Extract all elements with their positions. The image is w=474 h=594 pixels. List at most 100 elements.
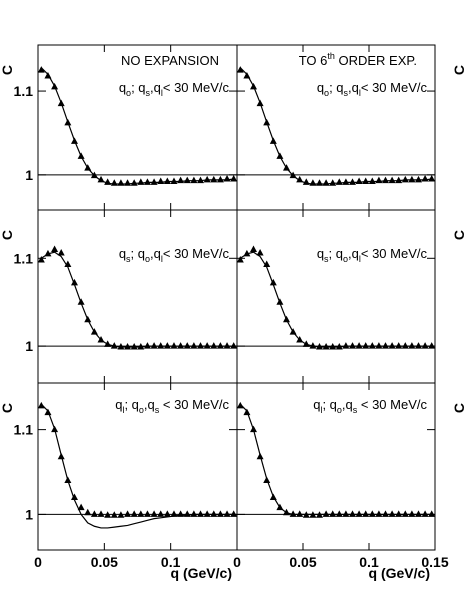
panel-annotation: ql; qo,qs < 30 MeV/c — [313, 397, 427, 415]
data-point — [269, 278, 277, 286]
data-point — [177, 176, 185, 184]
text-part: ; q — [124, 397, 138, 412]
data-point — [415, 342, 422, 349]
panel-frame — [37, 209, 238, 384]
data-point — [197, 342, 205, 349]
script-text: s — [126, 254, 131, 264]
data-point — [322, 179, 330, 186]
data-point — [177, 342, 185, 349]
data-point — [57, 249, 65, 256]
data-point — [210, 175, 218, 183]
script-text: o — [343, 254, 348, 264]
data-point — [236, 66, 244, 73]
data-point — [349, 510, 356, 517]
data-point — [150, 178, 158, 185]
data-point — [421, 342, 429, 349]
data-point — [355, 510, 363, 517]
data-point — [37, 66, 45, 73]
text-part: q — [317, 80, 324, 95]
data-point — [170, 342, 178, 349]
script-text: s — [324, 254, 329, 264]
script-text: s — [344, 88, 349, 98]
data-point — [124, 342, 132, 350]
text-part: ,q — [348, 246, 359, 261]
data-point — [335, 342, 343, 350]
text-part: ; q — [131, 80, 145, 95]
data-point — [117, 511, 125, 518]
data-point — [329, 510, 337, 517]
data-point — [190, 342, 198, 349]
panel-annotation: qs; qo,ql< 30 MeV/c — [317, 246, 428, 264]
script-text: s — [146, 88, 151, 98]
data-point — [355, 342, 363, 349]
data-point — [236, 256, 244, 263]
data-point — [382, 342, 389, 349]
script-text: l — [320, 405, 322, 415]
data-point — [104, 340, 112, 347]
data-point — [137, 178, 145, 185]
script-text: o — [126, 88, 131, 98]
data-point — [421, 510, 429, 517]
data-point — [70, 278, 78, 286]
data-point — [157, 177, 165, 185]
data-point — [157, 510, 165, 517]
data-point — [309, 179, 317, 186]
data-point — [230, 175, 238, 182]
data-point — [415, 175, 422, 183]
data-point — [408, 175, 416, 183]
script-text: o — [337, 405, 342, 415]
text-part: ; q — [322, 397, 336, 412]
fit-curve — [40, 251, 234, 348]
script-text: l — [359, 254, 361, 264]
data-point — [362, 177, 370, 185]
data-point — [84, 508, 92, 516]
data-point — [428, 342, 436, 349]
panel-annotation: qs; qo,ql< 30 MeV/c — [119, 246, 230, 264]
data-point — [216, 175, 224, 183]
data-point — [375, 176, 383, 184]
data-point — [388, 342, 396, 349]
text-part: ,q — [150, 80, 161, 95]
data-point — [362, 342, 370, 349]
x-axis-label: q (GeV/c) — [369, 565, 430, 581]
data-point — [190, 510, 198, 517]
text-part: < 30 MeV/c — [361, 246, 428, 261]
data-point — [395, 510, 403, 517]
x-tick-label: 0.05 — [289, 554, 316, 570]
data-point — [90, 510, 98, 517]
data-point — [428, 510, 436, 517]
x-tick-label: 0.15 — [421, 554, 448, 570]
x-tick-label: 0 — [233, 554, 241, 570]
data-point — [223, 175, 231, 182]
data-point — [170, 177, 178, 185]
script-text: s — [155, 405, 160, 415]
data-point — [388, 510, 396, 517]
text-part: TO 6 — [299, 53, 328, 68]
y-axis-label: C — [451, 65, 467, 75]
x-tick-label: 0.05 — [91, 554, 118, 570]
data-point — [137, 510, 145, 517]
data-point — [401, 342, 409, 349]
data-point — [368, 510, 376, 517]
data-point — [316, 342, 323, 350]
data-point — [289, 510, 297, 517]
text-part: ; q — [329, 80, 343, 95]
panel-frame — [37, 44, 238, 211]
data-point — [150, 510, 158, 517]
text-part: q — [317, 246, 324, 261]
text-part: ,q — [342, 397, 353, 412]
data-point — [203, 175, 211, 183]
data-point — [130, 342, 138, 350]
data-point — [216, 342, 224, 349]
script-text: s — [353, 405, 358, 415]
data-point — [408, 510, 416, 517]
script-text: o — [145, 254, 150, 264]
data-point — [401, 510, 409, 517]
data-point — [388, 176, 396, 184]
data-point — [230, 510, 238, 517]
data-point — [203, 342, 211, 349]
y-tick-label: 1.1 — [14, 250, 34, 266]
data-point — [342, 510, 350, 517]
panel-title: TO 6th ORDER EXP. — [299, 51, 417, 68]
data-point — [223, 510, 231, 517]
